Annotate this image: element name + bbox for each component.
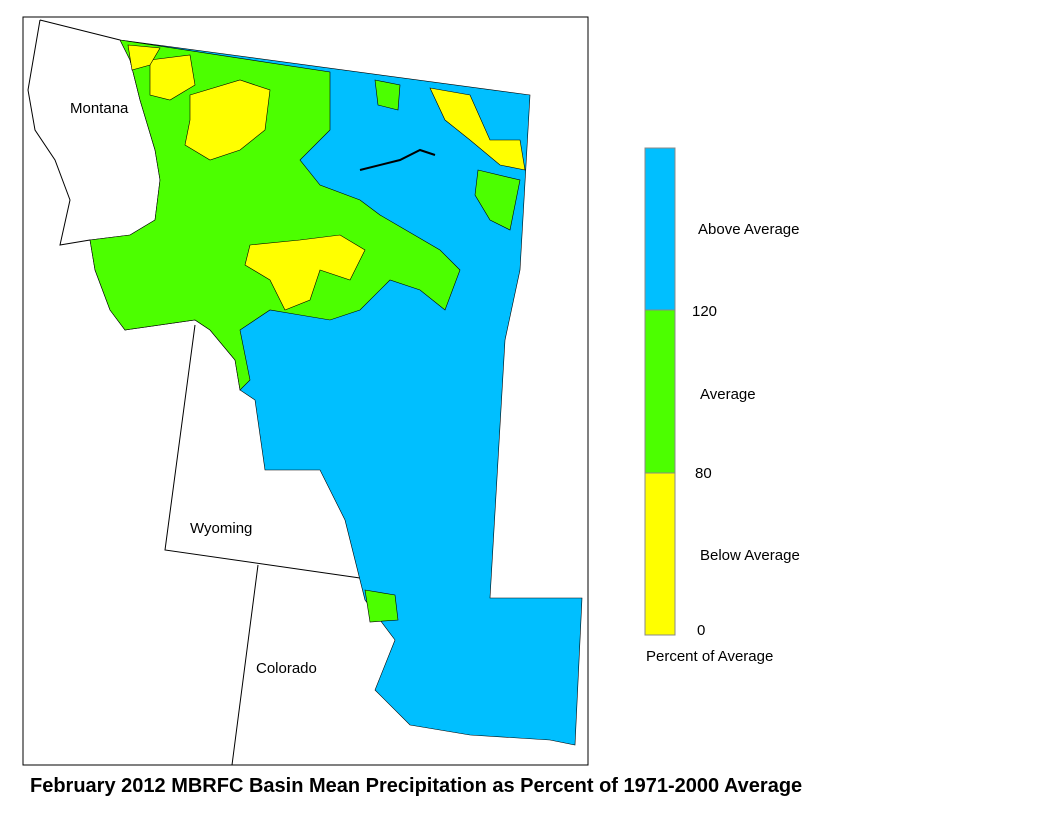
legend-tick: 120: [692, 303, 717, 320]
below-average-region: [429, 87, 526, 171]
legend-label: Below Average: [700, 547, 800, 564]
map-title: February 2012 MBRFC Basin Mean Precipita…: [30, 775, 802, 797]
legend-swatch: [644, 472, 676, 636]
below-average-region: [149, 54, 196, 101]
state-outlines: [164, 324, 361, 766]
legend-label: Average: [700, 386, 756, 403]
legend-swatch: [644, 147, 676, 311]
below-average-region: [184, 79, 271, 161]
state-label: Wyoming: [190, 520, 252, 537]
below-average-region: [127, 44, 161, 71]
legend-label: Above Average: [698, 221, 799, 238]
reservoir: [359, 148, 436, 171]
average-region: [89, 39, 461, 391]
state-label: Colorado: [256, 660, 317, 677]
average-region: [374, 79, 401, 111]
legend-tick: 80: [695, 465, 712, 482]
below-average-region: [244, 234, 366, 311]
state-label: Montana: [70, 100, 129, 117]
legend-tick: 0: [697, 622, 705, 639]
montana-outline: [27, 19, 121, 246]
legend-title: Percent of Average: [646, 648, 773, 665]
average-region: [364, 589, 399, 623]
legend-swatch: [644, 309, 676, 474]
average-region: [474, 169, 521, 231]
